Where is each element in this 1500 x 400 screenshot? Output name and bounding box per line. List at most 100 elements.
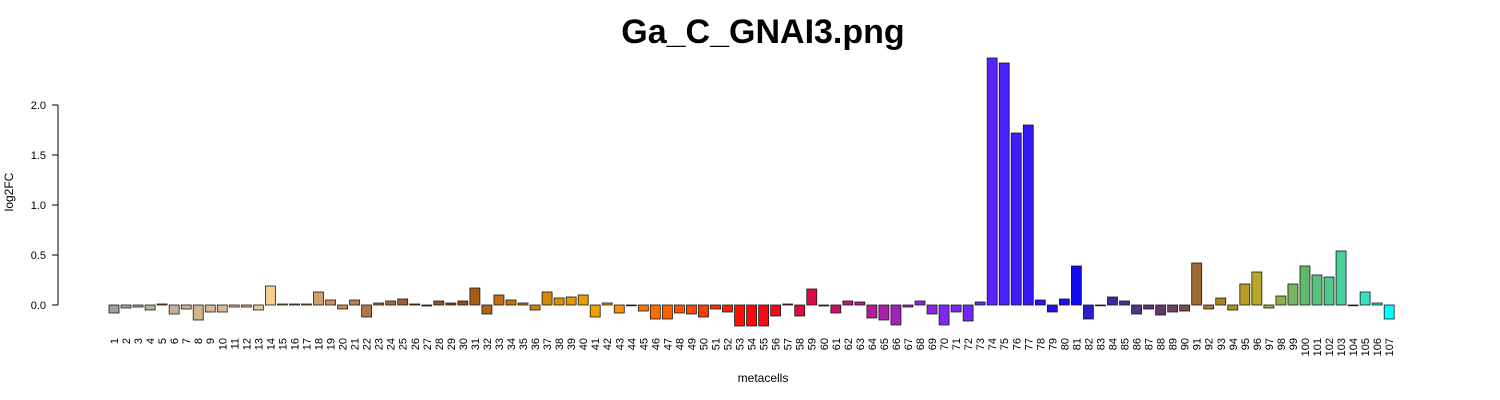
x-tick-label: 49 — [686, 338, 698, 350]
x-tick-label: 10 — [217, 338, 229, 350]
bar-2 — [120, 304, 132, 309]
bar-63 — [854, 301, 866, 306]
x-tick-label: 95 — [1240, 338, 1252, 350]
bar-76 — [1010, 132, 1022, 306]
x-tick-label: 22 — [362, 338, 374, 350]
x-tick-label: 84 — [1107, 338, 1119, 350]
bar-26 — [409, 303, 421, 306]
bar-29 — [445, 302, 457, 306]
bar-64 — [866, 304, 878, 319]
x-tick-label: 86 — [1132, 338, 1144, 350]
x-tick-label: 77 — [1023, 338, 1035, 350]
x-tick-label: 82 — [1083, 338, 1095, 350]
x-tick-label: 51 — [711, 338, 723, 350]
x-tick-label: 99 — [1288, 338, 1300, 350]
bar-39 — [565, 296, 577, 306]
bar-71 — [950, 304, 962, 313]
x-tick-label: 87 — [1144, 338, 1156, 350]
bar-56 — [770, 304, 782, 317]
x-tick-label: 48 — [674, 338, 686, 350]
x-tick-label: 58 — [795, 338, 807, 350]
x-tick-label: 7 — [181, 338, 193, 344]
bar-12 — [240, 304, 252, 308]
bar-53 — [734, 304, 745, 327]
x-tick-label: 45 — [638, 338, 650, 350]
bar-94 — [1227, 304, 1239, 311]
bar-50 — [698, 304, 709, 318]
bar-10 — [216, 304, 228, 313]
bar-92 — [1203, 304, 1215, 310]
bar-96 — [1251, 271, 1263, 306]
y-axis: 0.0 0.5 1.0 1.5 2.0 — [31, 100, 59, 312]
x-tick-label: 72 — [963, 338, 975, 350]
x-tick-label: 67 — [903, 338, 915, 350]
x-tick-label: 71 — [951, 338, 963, 350]
x-tick-label: 2 — [121, 338, 133, 344]
bar-11 — [228, 304, 240, 308]
bar-37 — [541, 291, 553, 306]
x-tick-label: 43 — [614, 338, 626, 350]
x-tick-label: 26 — [410, 338, 422, 350]
bar-83 — [1095, 304, 1106, 307]
bar-103 — [1335, 250, 1347, 306]
bar-35 — [517, 302, 529, 306]
x-tick-label: 31 — [470, 338, 482, 350]
y-tick-label: 0.0 — [31, 300, 46, 312]
bar-59 — [806, 288, 818, 306]
bar-17 — [301, 303, 312, 306]
y-tick-label: 2.0 — [31, 100, 46, 112]
bar-51 — [710, 304, 721, 310]
x-tick-label: 93 — [1216, 338, 1228, 350]
x-tick-label: 54 — [747, 338, 759, 350]
x-axis-label: metacells — [738, 371, 789, 385]
x-tick-label: 12 — [241, 338, 253, 350]
x-tick-label: 96 — [1252, 338, 1264, 350]
bar-3 — [132, 304, 144, 308]
bar-21 — [349, 299, 361, 306]
x-tick-label: 74 — [987, 338, 999, 350]
x-tick-label: 75 — [999, 338, 1011, 350]
bar-78 — [1034, 299, 1046, 306]
x-tick-label: 85 — [1120, 338, 1132, 350]
x-tick-label: 8 — [193, 338, 205, 344]
x-tick-label: 29 — [446, 338, 458, 350]
x-tick-label: 37 — [542, 338, 554, 350]
x-tick-label: 81 — [1071, 338, 1083, 350]
bar-49 — [686, 304, 697, 315]
x-tick-label: 25 — [398, 338, 410, 350]
x-tick-label: 41 — [590, 338, 602, 350]
x-tick-label: 35 — [518, 338, 530, 350]
bar-19 — [325, 299, 336, 306]
bar-7 — [180, 304, 192, 310]
x-tick-label: 14 — [265, 338, 277, 350]
x-tick-label: 102 — [1324, 338, 1336, 356]
x-tick-label: 106 — [1372, 338, 1384, 356]
x-tick-label: 23 — [374, 338, 386, 350]
bar-69 — [926, 304, 938, 315]
x-tick-label: 27 — [422, 338, 434, 350]
x-tick-label: 52 — [723, 338, 735, 350]
x-tick-label: 19 — [326, 338, 338, 350]
x-tick-label: 89 — [1168, 338, 1180, 350]
bar-46 — [649, 304, 661, 320]
bar-105 — [1359, 291, 1371, 306]
x-tick-label: 101 — [1312, 338, 1324, 356]
x-tick-label: 4 — [145, 338, 157, 344]
x-tick-label: 11 — [229, 338, 241, 349]
bar-87 — [1143, 304, 1154, 310]
bar-62 — [842, 300, 854, 306]
bar-90 — [1179, 304, 1191, 312]
x-tick-label: 57 — [783, 338, 795, 350]
bar-22 — [361, 304, 373, 318]
chart-title: Ga_C_GNAI3.png — [621, 13, 904, 51]
x-tick-label: 103 — [1336, 338, 1348, 356]
bars-group — [108, 57, 1395, 327]
x-tick-label: 1 — [109, 338, 121, 344]
x-tick-label: 78 — [1035, 338, 1047, 350]
y-axis-label: log2FC — [2, 172, 16, 211]
x-tick-label: 24 — [386, 338, 398, 350]
bar-95 — [1239, 283, 1251, 306]
bar-84 — [1107, 296, 1118, 306]
bar-18 — [313, 291, 324, 306]
bar-99 — [1287, 283, 1299, 306]
